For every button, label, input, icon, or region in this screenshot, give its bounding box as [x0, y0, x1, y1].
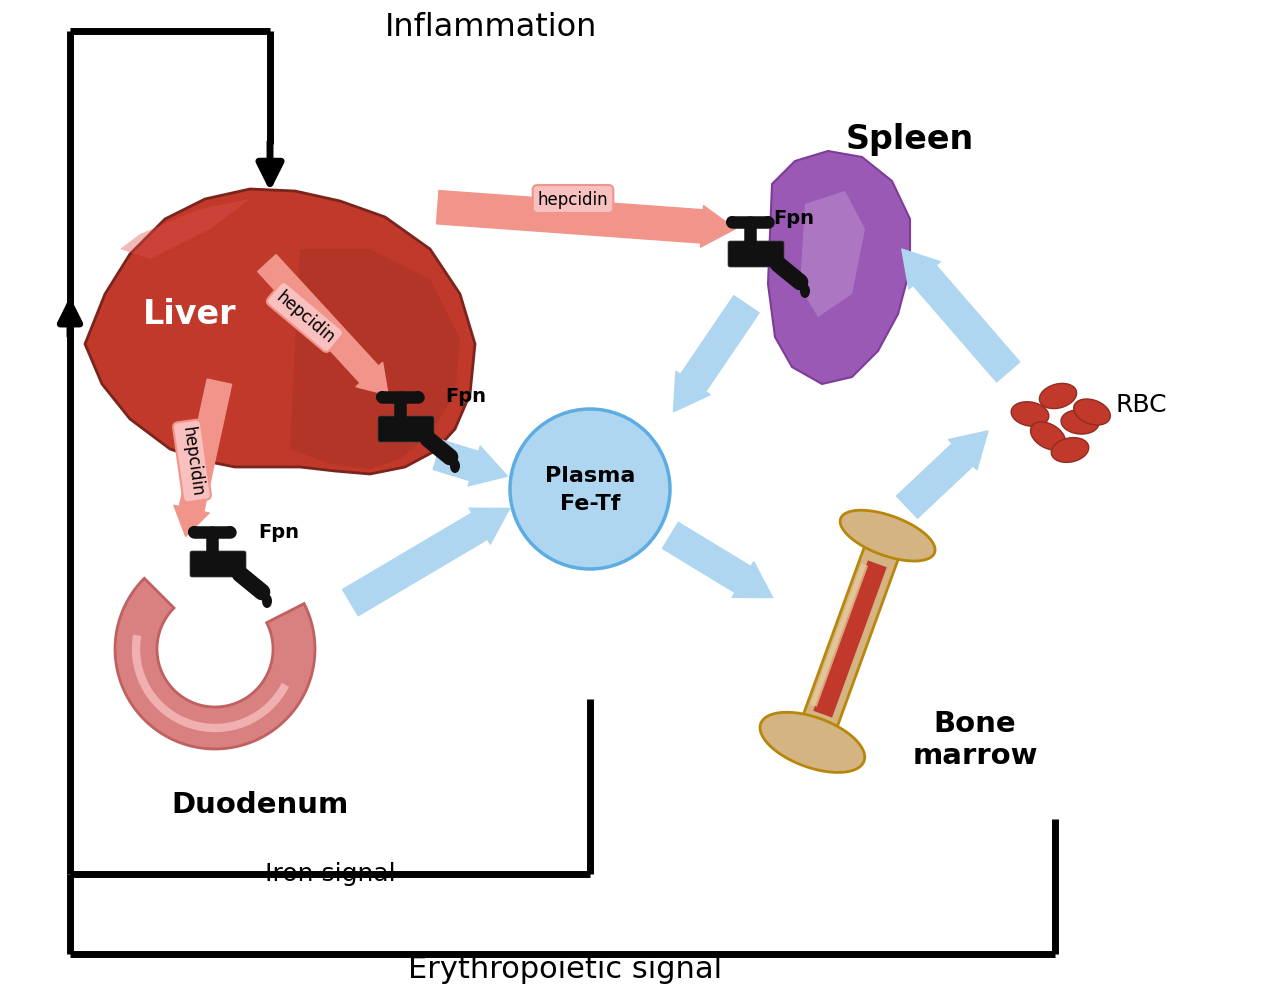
Circle shape [224, 527, 236, 539]
Polygon shape [800, 192, 865, 318]
Circle shape [412, 392, 424, 404]
Polygon shape [115, 579, 315, 749]
Text: hepcidin: hepcidin [273, 288, 338, 347]
Text: Duodenum: Duodenum [172, 790, 348, 818]
Ellipse shape [1051, 438, 1089, 463]
Ellipse shape [800, 284, 810, 299]
Ellipse shape [1074, 400, 1110, 425]
FancyArrowPatch shape [433, 440, 507, 486]
Text: Fpn: Fpn [445, 387, 486, 406]
Polygon shape [291, 249, 460, 469]
Text: Spleen: Spleen [846, 123, 974, 156]
Ellipse shape [1030, 422, 1065, 450]
Polygon shape [810, 564, 868, 707]
Circle shape [509, 410, 669, 570]
Polygon shape [760, 713, 865, 772]
FancyArrowPatch shape [902, 249, 1020, 383]
Text: Fpn: Fpn [773, 209, 814, 228]
FancyArrowPatch shape [174, 380, 232, 537]
Text: Liver: Liver [143, 298, 237, 331]
FancyArrowPatch shape [343, 509, 509, 616]
Text: hepcidin: hepcidin [178, 425, 206, 498]
Polygon shape [84, 190, 475, 474]
Ellipse shape [1011, 403, 1048, 426]
Polygon shape [813, 561, 887, 718]
Text: Inflammation: Inflammation [385, 12, 598, 43]
Text: hepcidin: hepcidin [538, 191, 608, 209]
Text: Plasma
Fe-Tf: Plasma Fe-Tf [545, 465, 635, 514]
FancyArrowPatch shape [257, 255, 388, 396]
Text: Bone
marrow: Bone marrow [913, 709, 1038, 769]
Ellipse shape [1061, 411, 1100, 434]
Polygon shape [768, 152, 910, 385]
Circle shape [762, 217, 774, 229]
FancyBboxPatch shape [378, 416, 434, 442]
Ellipse shape [451, 459, 460, 473]
FancyArrowPatch shape [663, 523, 773, 598]
Text: Iron signal: Iron signal [265, 861, 396, 885]
Polygon shape [120, 200, 250, 259]
Polygon shape [795, 530, 905, 748]
FancyArrowPatch shape [673, 296, 759, 413]
Circle shape [726, 217, 739, 229]
Text: Fpn: Fpn [259, 523, 300, 542]
Text: Erythropoietic signal: Erythropoietic signal [408, 954, 722, 983]
Circle shape [376, 392, 388, 404]
Text: RBC: RBC [1115, 393, 1166, 416]
Polygon shape [840, 511, 936, 562]
FancyBboxPatch shape [189, 552, 246, 578]
FancyArrowPatch shape [896, 431, 988, 519]
Ellipse shape [1039, 384, 1076, 410]
FancyArrowPatch shape [436, 192, 735, 248]
Ellipse shape [262, 594, 273, 608]
Circle shape [188, 527, 200, 539]
FancyBboxPatch shape [728, 242, 785, 267]
